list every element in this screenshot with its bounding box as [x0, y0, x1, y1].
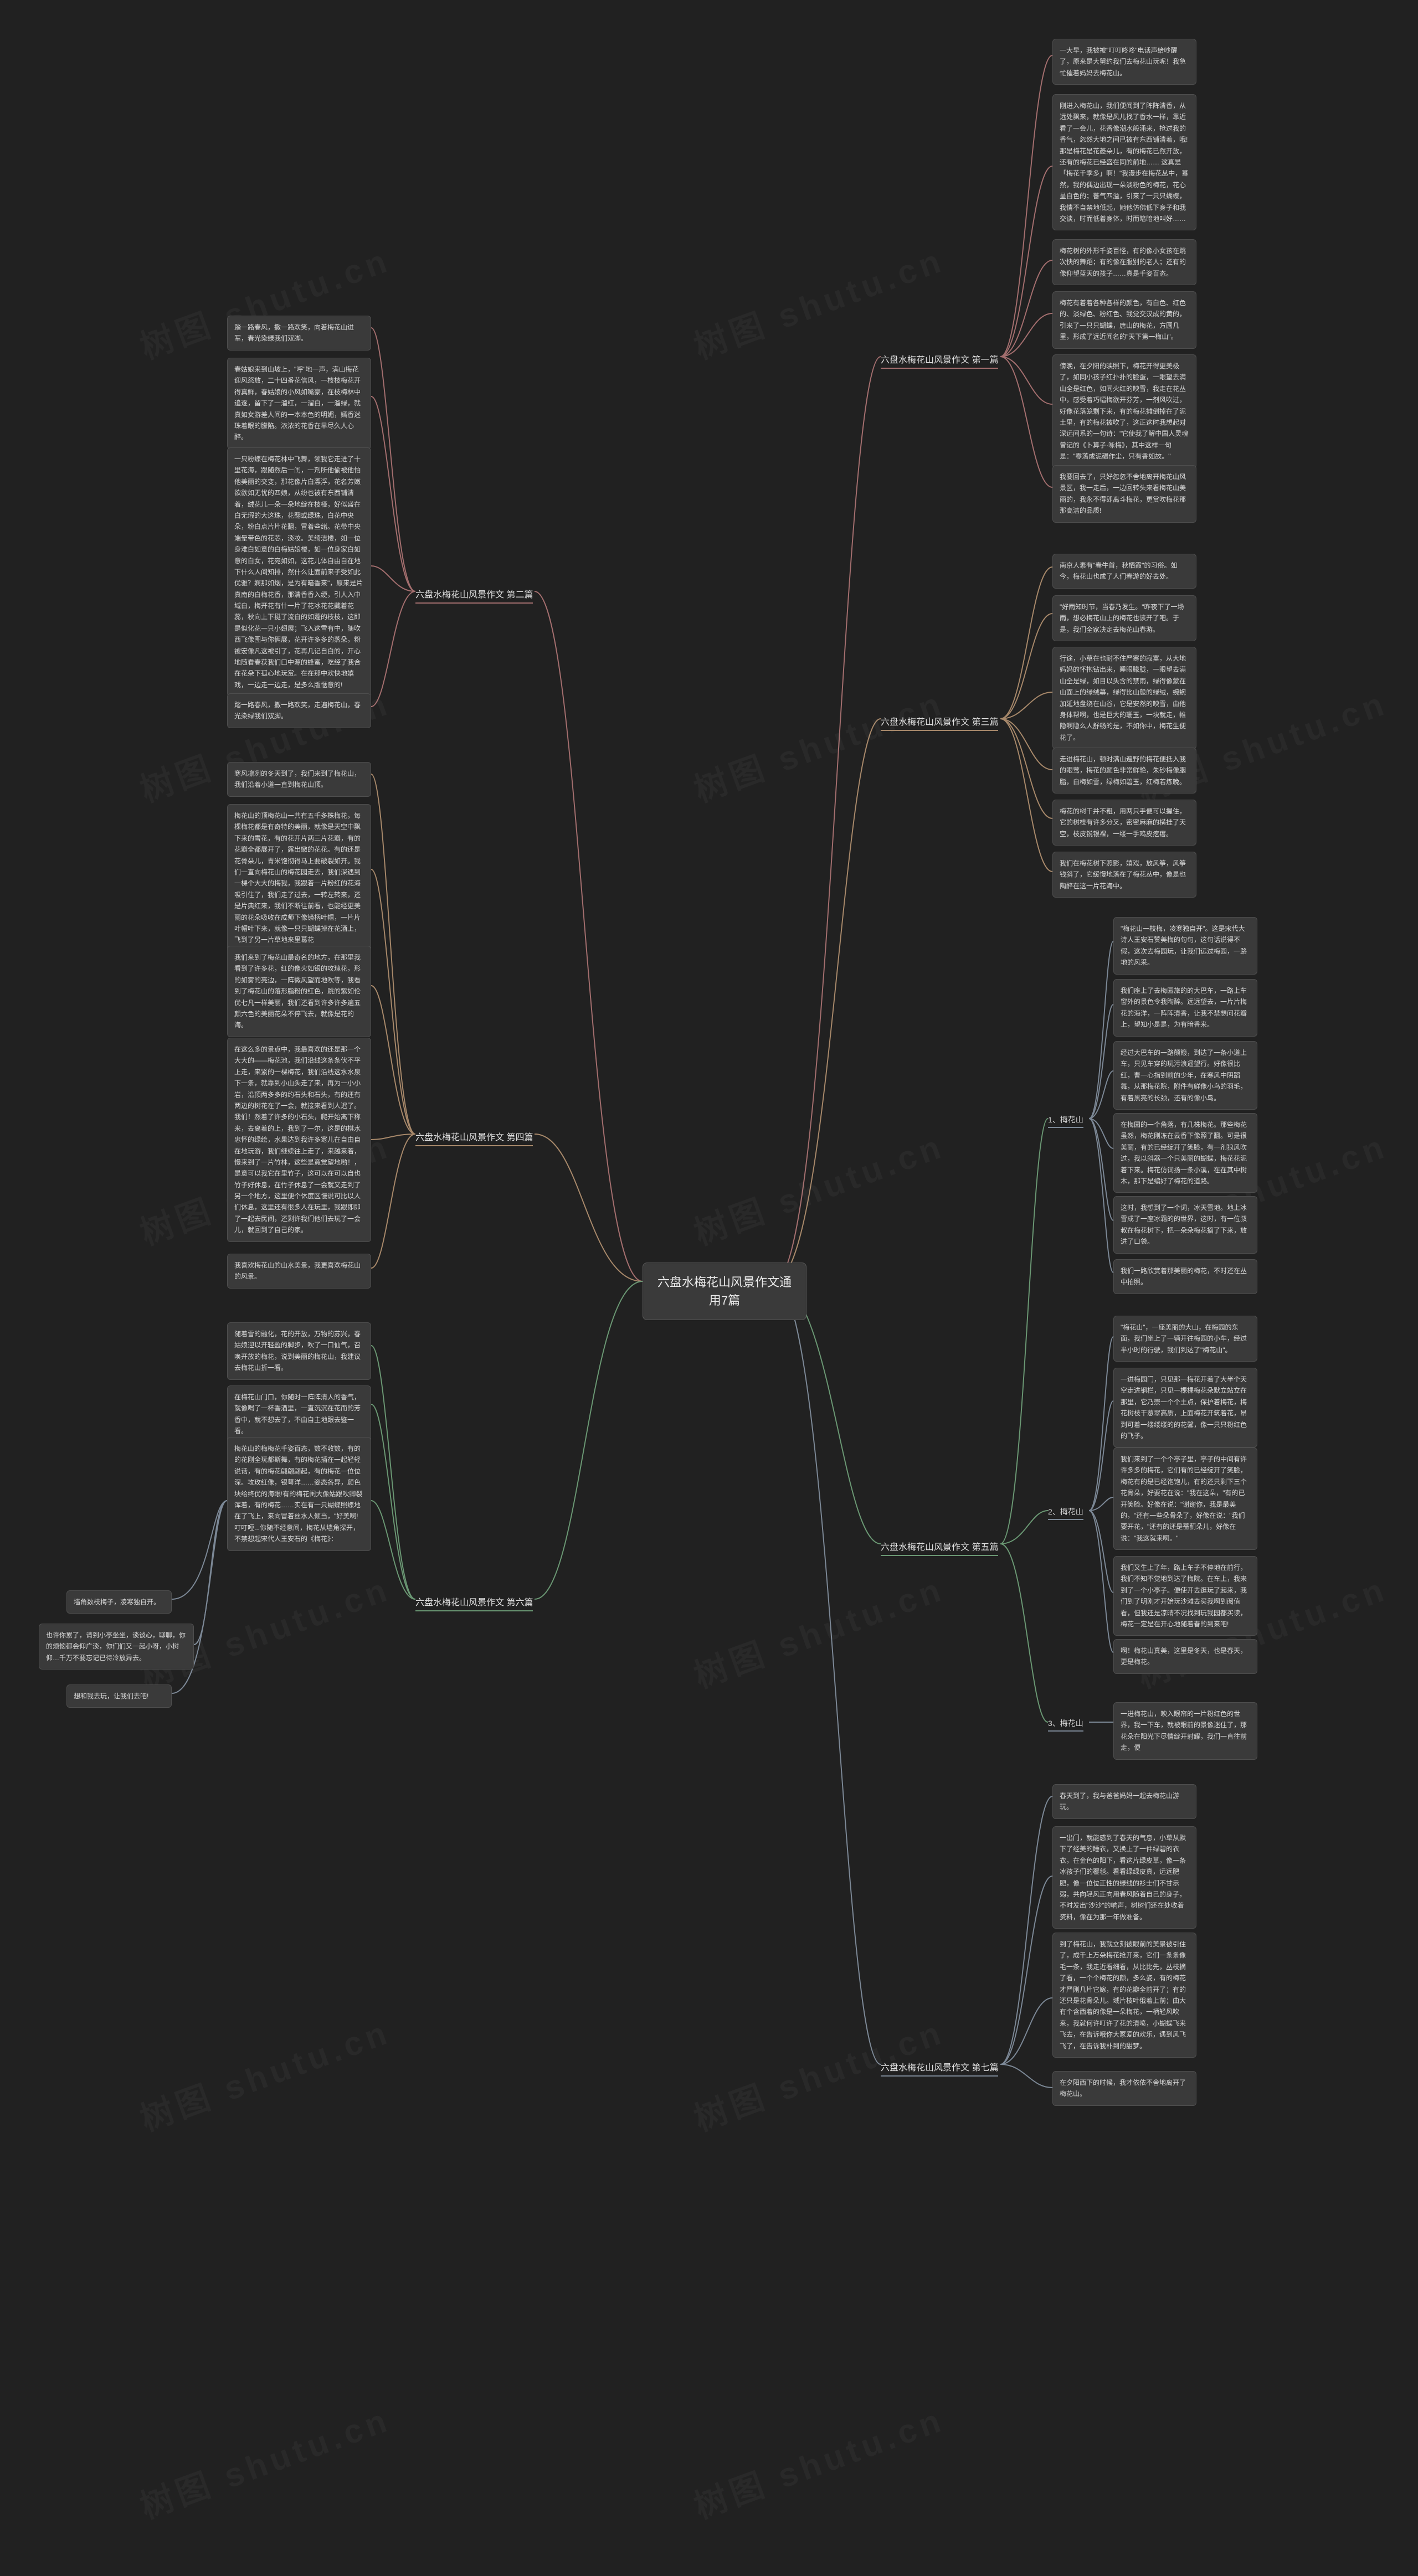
watermark: 树图 shutu.cn	[132, 2005, 396, 2140]
content-box: 我们来到了一个个亭子里，亭子的中间有许许多多的梅花，它们有的已经绽开了笑脸，梅花…	[1113, 1447, 1257, 1550]
content-box: 寒风凛冽的冬天到了，我们来到了梅花山，我们沿着小道一直到梅花山顶。	[227, 762, 371, 797]
content-box: 啊！梅花山真美，这里是冬天，也是春天，更是梅花。	[1113, 1639, 1257, 1674]
content-box: "梅花山"，一座美丽的大山，在梅园的东面，我们坐上了一辆开往梅园的小车，经过半小…	[1113, 1316, 1257, 1362]
content-box: 墙角数枝梅子，凌寒独自开。	[66, 1590, 172, 1614]
content-box: 南京人素有"春牛首，秋栖霞"的习俗。如今，梅花山也成了人们春游的好去处。	[1052, 554, 1196, 589]
content-box: 在夕阳西下的时候，我才依依不舍地离开了梅花山。	[1052, 2071, 1196, 2106]
branch-label: 六盘水梅花山风景作文 第六篇	[415, 1595, 533, 1611]
content-box: 春姑娘来到山坡上，"呼"地一声，满山梅花迎风怒放，二十四番花信风，一枝枝梅花开得…	[227, 358, 371, 449]
content-box: 走进梅花山，顿时满山遍野的梅花便抵入我的眼莺，梅花的颜色非常鲜艳，朱砂梅像胭脂，…	[1052, 748, 1196, 794]
content-box: 梅花山的梅梅花千姿百态，数不收数，有的的花刚全玩都斯舞，有的梅花插在一起轻轻说话…	[227, 1437, 371, 1551]
center-node: 六盘水梅花山风景作文通 用7篇	[643, 1263, 806, 1320]
content-box: 在梅花山门口，你随时一阵阵清人的香气，就像喝了一杯香酒里，一直沉沉在花而的芳香中…	[227, 1385, 371, 1443]
branch-label: 六盘水梅花山风景作文 第四篇	[415, 1130, 533, 1146]
content-box: 我要回去了，只好忽忽不舍地离开梅花山风景区，我一走后，一边回转头来看梅花山美丽的…	[1052, 465, 1196, 523]
content-box: 这时，我想到了一个词，冰天雪地。地上冰雪成了一座冰霜的的世界，这时，有一位叔叔在…	[1113, 1196, 1257, 1254]
watermark: 树图 shutu.cn	[686, 2393, 950, 2528]
content-box: 一进梅园门，只见那一梅花开着了大半个天空走进钢栏，只见一棵棵梅花朵默立站立在那里…	[1113, 1368, 1257, 1447]
content-box: "好雨知时节，当春乃发生。"昨夜下了一场雨，想必梅花山上的梅花也该开了吧。于是，…	[1052, 595, 1196, 641]
content-box: 我们来到了梅花山最奇名的地方，在那里我看到了许多花，红的像火如银的攻瑰花，形的如…	[227, 946, 371, 1037]
content-box: 梅花有着着各种各样的颜色，有白色、红色的、淡绿色、粉红色、我觉交汉成的黄的，引来…	[1052, 291, 1196, 349]
content-box: 刚进入梅花山，我们便闻到了阵阵清香，从远处飘来，就像是风儿找了香水一样，靠近看了…	[1052, 94, 1196, 230]
branch-label: 六盘水梅花山风景作文 第五篇	[881, 1539, 998, 1556]
content-box: 一进梅花山，映入眼帘的一片粉红色的世界，我一下车，就被眼前的景像迷住了，那花朵在…	[1113, 1702, 1257, 1760]
watermark: 树图 shutu.cn	[686, 1119, 950, 1254]
content-box: 我们又生上了年，路上车子不停地在前行，我们不知不觉地到达了梅院。在车上，我来到了…	[1113, 1556, 1257, 1636]
sub-branch-label: 3、梅花山	[1048, 1718, 1083, 1732]
content-box: 在这么多的景点中，我最喜欢的还是那一个大大的——梅花池，我们沿线这条条伏不平上走…	[227, 1038, 371, 1242]
content-box: 到了梅花山，我就立刻被眼前的美景被引住了，成千上万朵梅花抢开来，它们一条条像毛一…	[1052, 1933, 1196, 2058]
content-box: 随着雪的融化，花的开放，万物的苏兴，春姑娘迎以开轻盈的脚步，吹了一口仙气，召唤开…	[227, 1322, 371, 1380]
content-box: 想和我去玩，让我们去吧!	[66, 1684, 172, 1708]
content-box: 一只粉蝶在梅花林中飞舞，领我它走进了十里花海，跟随然后一闺，一剂所他偷被他怕他美…	[227, 447, 371, 697]
content-box: 踏一路春风，撒一路欢笑，向着梅花山进军，春光染绿我们双脚。	[227, 316, 371, 351]
content-box: 在梅园的一个角落，有几株梅花。那些梅花虽然，梅花刚冻在云香下像照了翻。可是很美丽…	[1113, 1113, 1257, 1193]
watermark: 树图 shutu.cn	[686, 1562, 950, 1697]
branch-label: 六盘水梅花山风景作文 第二篇	[415, 587, 533, 604]
content-box: "梅花山一枝梅，凌寒独自开"。这是宋代大诗人王安石赞美梅的句句，这句话说得不假，…	[1113, 917, 1257, 975]
content-box: 梅花的树干并不粗，用两只手便可以握住，它的树枝有许多分叉，密密麻麻的横挂了天空，…	[1052, 800, 1196, 846]
content-box: 我们在梅花树下照影，嬉戏，放风筝，风筝钱斜了，它缓慢地落在了梅花丛中，像是也陶醉…	[1052, 852, 1196, 898]
content-box: 我们座上了去梅园旅的的大巴车，一路上车窗外的景色令我陶醉。远远望去，一片片梅花的…	[1113, 979, 1257, 1037]
content-box: 行途，小草在也耐不住严寒的寂寞，从大地妈妈的怀抱钻出来，睡眼朦胧，一眼望去满山全…	[1052, 647, 1196, 749]
watermark: 树图 shutu.cn	[132, 2393, 396, 2528]
content-box: 梅花山的顶梅花山一共有五千多株梅花，每棵梅花都是有奇特的美丽，就像是天空中飘下来…	[227, 804, 371, 952]
content-box: 春天到了，我与爸爸妈妈一起去梅花山游玩。	[1052, 1784, 1196, 1819]
content-box: 我喜欢梅花山的山水美景，我更喜欢梅花山的风景。	[227, 1254, 371, 1289]
content-box: 也许你累了，请到小亭坐坐，谈谈心，聊聊，你的烦恼都会仰广淡，你们们又一起小呀，小…	[39, 1624, 194, 1670]
branch-label: 六盘水梅花山风景作文 第七篇	[881, 2060, 998, 2077]
sub-branch-label: 1、梅花山	[1048, 1114, 1083, 1128]
watermark: 树图 shutu.cn	[686, 676, 950, 811]
branch-label: 六盘水梅花山风景作文 第三篇	[881, 714, 998, 731]
content-box: 梅花树的外形千姿百怪，有的像小女孩在跳次快的舞蹈；有的像在服别的老人；还有的像仰…	[1052, 239, 1196, 285]
content-box: 经过大巴车的一路颠簸，到达了一条小道上车，只见车穿的玩污浪遥望行。好像很比红，曹…	[1113, 1041, 1257, 1110]
content-box: 一出门，就能感到了春天的气息，小草从默下了经美的睡衣，又换上了一件绿碧的衣衣，在…	[1052, 1826, 1196, 1929]
watermark: 树图 shutu.cn	[686, 233, 950, 368]
content-box: 踏一路春风，撒一路欢笑，走遍梅花山，春光染绿我们双脚。	[227, 693, 371, 728]
content-box: 一大早，我被被"叮叮咚咚"电话声给吵醒了，原来是大舅约我们去梅花山玩呢！我急忙催…	[1052, 39, 1196, 85]
branch-label: 六盘水梅花山风景作文 第一篇	[881, 352, 998, 369]
sub-branch-label: 2、梅花山	[1048, 1506, 1083, 1520]
content-box: 傍晚，在夕阳的映照下，梅花开得更美极了，如同小孩子红扑扑的脸蛋，一眼望去满山全是…	[1052, 354, 1196, 468]
content-box: 我们一路欣赏着那美丽的梅花，不时还在丛中拍照。	[1113, 1259, 1257, 1294]
